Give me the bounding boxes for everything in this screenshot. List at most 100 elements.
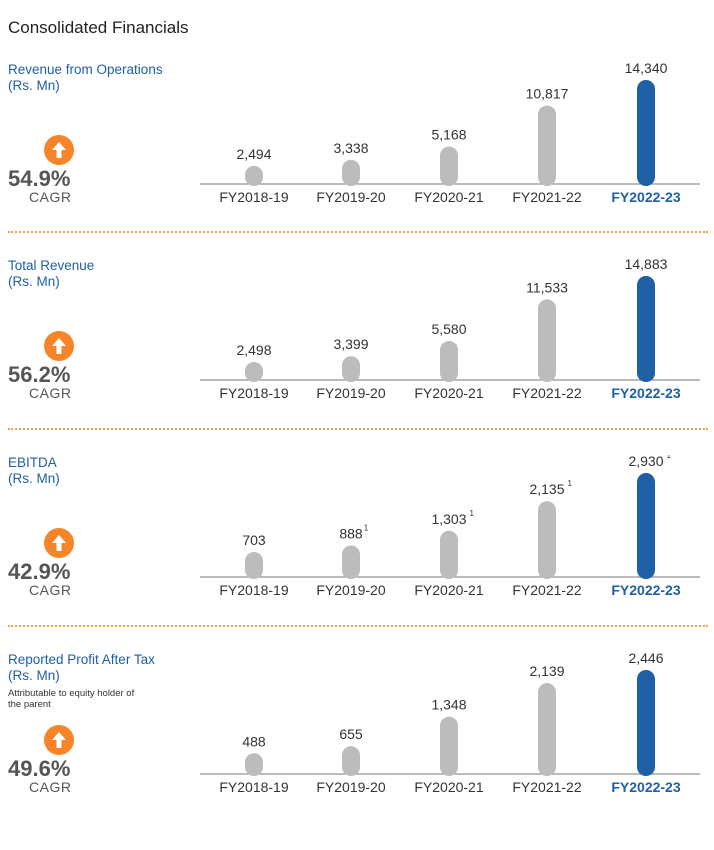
data-label: 703 <box>242 532 266 548</box>
x-tick-label: FY2020-21 <box>414 779 483 795</box>
chart-title-text: Revenue from Operations <box>8 62 163 77</box>
bar <box>245 165 263 186</box>
data-label: 2,498 <box>236 342 271 358</box>
x-tick-label: FY2021-22 <box>512 385 581 401</box>
chart-subtitle-text: (Rs. Mn) <box>8 668 60 683</box>
chart-title-text: EBITDA <box>8 455 57 470</box>
x-tick-label: FY2022-23 <box>611 779 680 795</box>
arrow-up-circle-icon <box>44 528 74 558</box>
bar <box>440 530 458 579</box>
bar <box>245 753 263 776</box>
bar-chart: 2,498 FY2018-19 3,399 FY2019-20 5,580 FY2020-… <box>200 258 700 401</box>
x-tick-label: FY2020-21 <box>414 582 483 598</box>
x-tick-label: FY2019-20 <box>316 385 385 401</box>
chart-panel: Revenue from Operations (Rs. Mn) 54.9% CAGR… <box>0 62 714 260</box>
data-label: 14,340 <box>625 62 668 76</box>
chart-subtitle-text: (Rs. Mn) <box>8 78 60 93</box>
bar <box>637 276 655 382</box>
bar <box>342 159 360 186</box>
arrow-up-circle-icon <box>44 725 74 755</box>
bar-chart: 488 FY2018-19 655 FY2019-20 1,348 FY2020-21 2,… <box>200 652 700 795</box>
chart-title-text: Reported Profit After Tax <box>8 652 155 667</box>
chart-panel: Reported Profit After Tax (Rs. Mn) Attribu… <box>0 652 714 850</box>
cagr-label: CAGR <box>29 582 72 598</box>
chart-title: EBITDA (Rs. Mn) <box>8 455 60 487</box>
footnote-marker: 1 <box>667 455 672 460</box>
arrow-up-circle-icon <box>44 135 74 165</box>
data-label: 3,399 <box>333 336 368 352</box>
cagr-value: 54.9% <box>8 166 71 191</box>
data-label: 1,348 <box>431 697 466 713</box>
chart-panel: EBITDA (Rs. Mn) 42.9% CAGR 703 FY2018-19 888 1 F… <box>0 455 714 653</box>
data-label: 2,139 <box>529 663 564 679</box>
x-tick-label: FY2022-23 <box>611 189 680 205</box>
x-tick-label: FY2021-22 <box>512 189 581 205</box>
footnote-marker: 1 <box>568 479 573 488</box>
x-tick-label: FY2019-20 <box>316 779 385 795</box>
bar <box>538 105 556 186</box>
chart-note: Attributable to equity holder of the par… <box>8 688 135 710</box>
section-divider <box>8 231 708 233</box>
cagr-label: CAGR <box>29 385 72 401</box>
page-title: Consolidated Financials <box>8 18 189 37</box>
data-label: 2,446 <box>628 652 663 666</box>
x-tick-label: FY2020-21 <box>414 189 483 205</box>
bar <box>637 473 655 579</box>
x-tick-label: FY2020-21 <box>414 385 483 401</box>
data-label: 2,930 <box>628 455 663 469</box>
data-label: 888 <box>339 525 363 541</box>
arrow-up-circle-icon <box>44 331 74 361</box>
cagr-value: 56.2% <box>8 362 71 387</box>
chart-title: Total Revenue (Rs. Mn) <box>8 258 94 290</box>
bar <box>342 356 360 382</box>
section-divider <box>8 625 708 627</box>
bar <box>440 716 458 776</box>
bar <box>538 683 556 776</box>
cagr-value: 42.9% <box>8 559 71 584</box>
data-label: 14,883 <box>625 258 668 272</box>
footnote-marker: 1 <box>364 523 369 532</box>
bar <box>637 670 655 776</box>
chart-title: Revenue from Operations (Rs. Mn) <box>8 62 163 94</box>
data-label: 5,580 <box>431 321 466 337</box>
chart-title: Reported Profit After Tax (Rs. Mn) <box>8 652 155 684</box>
x-tick-label: FY2021-22 <box>512 582 581 598</box>
data-label: 2,494 <box>236 146 271 162</box>
bar-chart: 2,494 FY2018-19 3,338 FY2019-20 5,168 FY2020-… <box>200 62 700 205</box>
bar <box>637 80 655 186</box>
data-label: 1,303 <box>431 511 466 527</box>
x-tick-label: FY2022-23 <box>611 582 680 598</box>
bar <box>245 552 263 579</box>
x-tick-label: FY2021-22 <box>512 779 581 795</box>
data-label: 655 <box>339 726 363 742</box>
x-tick-label: FY2022-23 <box>611 385 680 401</box>
x-tick-label: FY2018-19 <box>219 189 288 205</box>
x-tick-label: FY2019-20 <box>316 582 385 598</box>
data-label: 11,533 <box>526 279 568 295</box>
chart-panel: Total Revenue (Rs. Mn) 56.2% CAGR 2,498 FY201… <box>0 258 714 456</box>
data-label: 2,135 <box>529 481 564 497</box>
bar <box>538 501 556 579</box>
bar <box>342 545 360 579</box>
data-label: 5,168 <box>431 127 466 143</box>
cagr-label: CAGR <box>29 779 72 795</box>
cagr-value: 49.6% <box>8 756 71 781</box>
bar <box>342 746 360 776</box>
footnote-marker: 1 <box>470 509 475 518</box>
bar <box>245 362 263 382</box>
bar <box>538 299 556 382</box>
x-tick-label: FY2018-19 <box>219 385 288 401</box>
chart-subtitle-text: (Rs. Mn) <box>8 274 60 289</box>
bar <box>440 341 458 382</box>
x-tick-label: FY2018-19 <box>219 779 288 795</box>
section-divider <box>8 428 708 430</box>
x-tick-label: FY2019-20 <box>316 189 385 205</box>
bar <box>440 146 458 186</box>
x-tick-label: FY2018-19 <box>219 582 288 598</box>
chart-subtitle-text: (Rs. Mn) <box>8 471 60 486</box>
data-label: 3,338 <box>333 140 368 156</box>
cagr-label: CAGR <box>29 189 72 205</box>
data-label: 488 <box>242 733 266 749</box>
chart-title-text: Total Revenue <box>8 258 95 273</box>
